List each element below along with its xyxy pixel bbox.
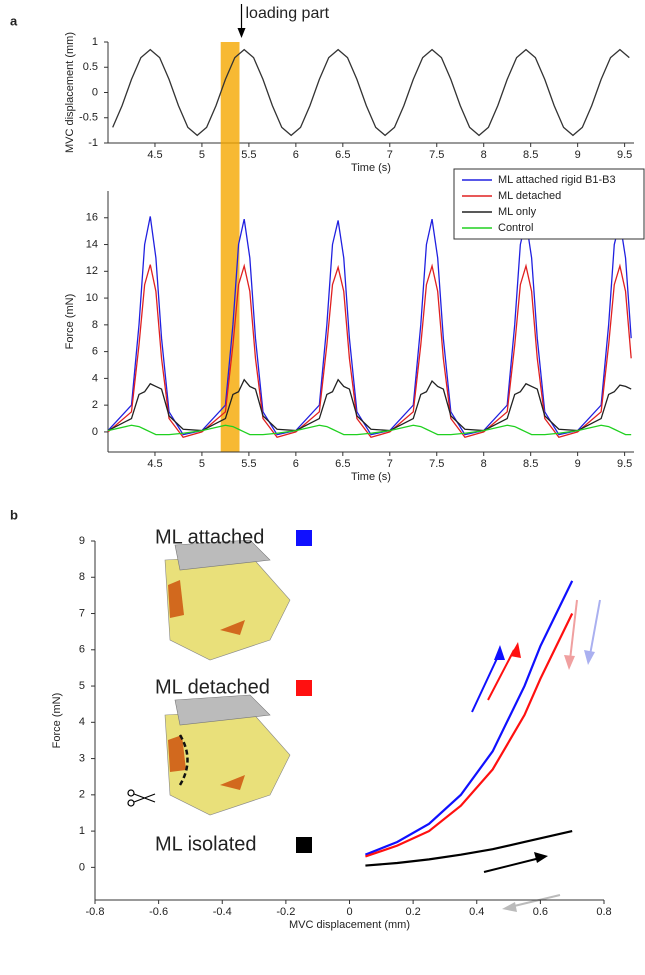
x-tick-label: 6 xyxy=(293,149,299,161)
legend-label: ML only xyxy=(498,206,537,218)
x-tick-label: 9.5 xyxy=(617,149,632,161)
y-tick-label: 3 xyxy=(79,752,85,764)
legend-swatch xyxy=(296,530,312,546)
panel-label: a xyxy=(10,13,18,28)
y-tick-label: 0.5 xyxy=(83,61,98,73)
y-axis-label: MVC displacement (mm) xyxy=(64,32,76,153)
x-tick-label: 8.5 xyxy=(523,458,538,470)
x-tick-label: 5.5 xyxy=(241,458,256,470)
x-tick-label: 9 xyxy=(575,149,581,161)
direction-arrows xyxy=(471,599,601,912)
series-line xyxy=(365,613,574,858)
legend-label: ML detached xyxy=(155,676,270,698)
legend-label: ML isolated xyxy=(155,833,257,855)
loading-highlight xyxy=(220,42,240,452)
series-line xyxy=(107,424,632,436)
annotation-arrowhead xyxy=(237,28,246,38)
x-tick-label: 4.5 xyxy=(147,149,162,161)
x-tick-label: -0.8 xyxy=(86,906,105,918)
x-axis-label: Time (s) xyxy=(351,471,391,483)
x-tick-label: -0.6 xyxy=(149,906,168,918)
x-tick-label: 5 xyxy=(199,458,205,470)
y-axis-label: Force (mN) xyxy=(64,294,76,350)
y-tick-label: 1 xyxy=(79,825,85,837)
x-tick-label: 7 xyxy=(387,458,393,470)
y-tick-label: 12 xyxy=(86,265,98,277)
x-axis-label: MVC displacement (mm) xyxy=(289,919,410,931)
y-tick-label: 0 xyxy=(92,86,98,98)
x-tick-label: 0.2 xyxy=(405,906,420,918)
annotation: loading part xyxy=(246,5,330,22)
x-tick-label: 8.5 xyxy=(523,149,538,161)
x-tick-label: 0.4 xyxy=(469,906,484,918)
x-tick-label: 6.5 xyxy=(335,458,350,470)
y-tick-label: 8 xyxy=(79,571,85,583)
panel-label: b xyxy=(10,507,18,522)
x-tick-label: 6.5 xyxy=(335,149,350,161)
series-line xyxy=(107,216,632,436)
y-tick-label: 6 xyxy=(92,346,98,358)
y-tick-label: 14 xyxy=(86,238,98,250)
series-line xyxy=(364,580,574,856)
y-tick-label: 2 xyxy=(92,399,98,411)
legend-label: ML attached rigid B1-B3 xyxy=(498,174,616,186)
x-tick-label: 4.5 xyxy=(147,458,162,470)
y-tick-label: 16 xyxy=(86,212,98,224)
y-tick-label: 4 xyxy=(92,372,98,384)
legend-label: Control xyxy=(498,222,533,234)
y-axis-label: Force (mN) xyxy=(51,693,63,749)
series-line xyxy=(107,378,632,432)
series-line xyxy=(107,263,632,439)
x-tick-label: 9 xyxy=(575,458,581,470)
y-tick-label: 0 xyxy=(92,426,98,438)
x-tick-label: 7.5 xyxy=(429,458,444,470)
legend-swatch xyxy=(296,680,312,696)
legend-label: ML attached xyxy=(155,526,264,548)
x-tick-label: 0 xyxy=(346,906,352,918)
y-tick-label: 4 xyxy=(79,716,85,728)
x-axis-label: Time (s) xyxy=(351,162,391,174)
x-tick-label: 5.5 xyxy=(241,149,256,161)
series-line xyxy=(112,48,630,137)
x-tick-label: 8 xyxy=(481,458,487,470)
y-tick-label: 2 xyxy=(79,789,85,801)
x-tick-label: 9.5 xyxy=(617,458,632,470)
y-tick-label: 5 xyxy=(79,680,85,692)
y-tick-label: 0 xyxy=(79,861,85,873)
x-tick-label: 7.5 xyxy=(429,149,444,161)
y-tick-label: 8 xyxy=(92,319,98,331)
x-tick-label: 0.8 xyxy=(596,906,611,918)
y-tick-label: -0.5 xyxy=(79,112,98,124)
anatomy-illustration xyxy=(127,539,291,816)
x-tick-label: -0.4 xyxy=(213,906,232,918)
x-tick-label: 6 xyxy=(293,458,299,470)
x-tick-label: -0.2 xyxy=(276,906,295,918)
y-tick-label: -1 xyxy=(88,137,98,149)
y-tick-label: 6 xyxy=(79,644,85,656)
legend-swatch xyxy=(296,837,312,853)
y-tick-label: 1 xyxy=(92,36,98,48)
x-tick-label: 8 xyxy=(481,149,487,161)
x-tick-label: 7 xyxy=(387,149,393,161)
y-tick-label: 7 xyxy=(79,607,85,619)
x-tick-label: 0.6 xyxy=(533,906,548,918)
y-tick-label: 10 xyxy=(86,292,98,304)
x-tick-label: 5 xyxy=(199,149,205,161)
y-tick-label: 9 xyxy=(79,535,85,547)
legend-label: ML detached xyxy=(498,190,561,202)
series-line xyxy=(365,830,573,867)
